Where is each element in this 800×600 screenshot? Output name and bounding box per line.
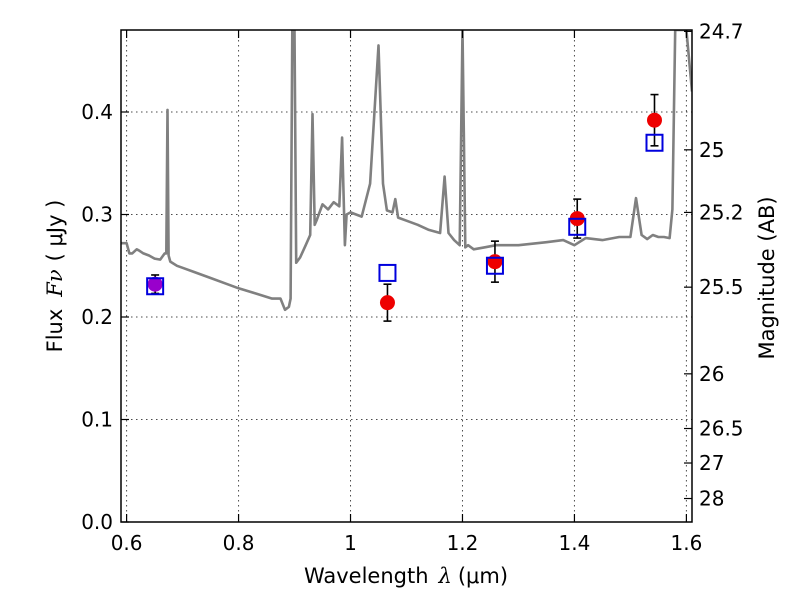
plot-frame xyxy=(120,29,693,523)
model-point xyxy=(568,217,587,236)
model-point xyxy=(485,256,504,275)
y-tick-label: 0.0 xyxy=(81,510,113,534)
model-point xyxy=(146,277,165,296)
x-tick-label: 1.2 xyxy=(447,531,479,555)
observed-point xyxy=(487,254,503,270)
x-tick-label: 1 xyxy=(344,531,357,555)
magnitude-tick-label: 25 xyxy=(699,138,724,162)
model-point xyxy=(378,263,397,282)
axis-ticks: 0.6 0.8 1 1.2 1.4 1.6 0.0 0.1 0.2 0.3 0.4 24.7 25 25.… xyxy=(81,19,743,555)
magnitude-tick-label: 26.5 xyxy=(699,417,744,441)
y-tick-label: 0.4 xyxy=(81,100,113,124)
x-axis-label: Wavelength λ (μm) xyxy=(304,564,508,588)
x-tick-label: 1.4 xyxy=(559,531,591,555)
observed-points xyxy=(147,112,662,311)
model-point xyxy=(645,133,664,152)
y2-axis-label: Magnitude (AB) xyxy=(755,196,779,359)
magnitude-tick-label: 25.2 xyxy=(699,200,744,224)
magnitude-tick-label: 27 xyxy=(699,451,724,475)
x-tick-label: 0.8 xyxy=(223,531,255,555)
model-spectrum xyxy=(121,30,692,312)
y-tick-label: 0.2 xyxy=(81,305,113,329)
observed-point xyxy=(379,295,395,311)
magnitude-tick-label: 25.5 xyxy=(699,275,744,299)
model-points xyxy=(146,133,664,296)
magnitude-tick-label: 28 xyxy=(699,487,724,511)
y-axis-label: FluxFν( μJy ) xyxy=(43,200,67,353)
observed-point xyxy=(147,276,163,292)
y-tick-label: 0.1 xyxy=(81,408,113,432)
x-tick-label: 1.6 xyxy=(670,531,702,555)
spectrum-line xyxy=(121,30,692,312)
observed-point xyxy=(646,112,662,128)
x-tick-label: 0.6 xyxy=(111,531,143,555)
y-tick-label: 0.3 xyxy=(81,203,113,227)
magnitude-tick-label: 26 xyxy=(699,362,724,386)
magnitude-tick-label: 24.7 xyxy=(699,19,744,43)
error-bars xyxy=(151,93,659,322)
